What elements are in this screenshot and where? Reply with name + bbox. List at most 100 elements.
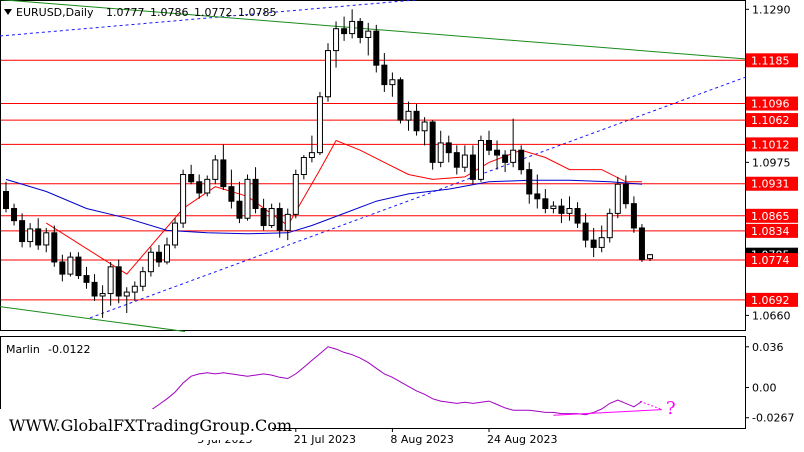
indicator-tick-label: -0.0267 <box>752 412 794 425</box>
date-tick-label: 21 Jul 2023 <box>294 433 356 446</box>
level-label: 1.1062 <box>751 114 790 127</box>
channel-upper-line <box>0 0 421 37</box>
candle-body <box>365 30 372 38</box>
candle-body <box>437 142 444 163</box>
candle-body <box>83 275 90 283</box>
level-label: 1.0931 <box>751 178 790 191</box>
candle-body <box>172 222 179 246</box>
candle-body <box>59 261 66 275</box>
candle-body <box>558 205 565 214</box>
candle-body <box>574 208 581 224</box>
candle-body <box>606 212 613 239</box>
price-tick-label: 1.0660 <box>752 309 791 322</box>
level-label-box <box>746 176 798 191</box>
candle-body <box>325 50 331 98</box>
date-tick-label: 24 Aug 2023 <box>487 433 557 446</box>
moving-average-line-1 <box>46 139 642 275</box>
level-label-box <box>746 96 798 111</box>
candle-body <box>542 198 549 210</box>
candle-body <box>638 227 645 261</box>
candle-body <box>43 232 50 246</box>
candle-body <box>11 208 18 222</box>
candle-body <box>99 293 106 297</box>
level-label: 1.0865 <box>751 210 790 223</box>
level-label: 1.1012 <box>751 138 790 151</box>
level-label-box <box>746 292 798 307</box>
divergence-line <box>553 409 662 416</box>
level-label-box <box>746 253 798 268</box>
candle-body <box>622 183 629 205</box>
candle-body <box>308 152 315 158</box>
candle-body <box>212 159 219 180</box>
candle-body <box>469 154 476 180</box>
date-tick-label: 8 Aug 2023 <box>390 433 453 446</box>
candle-body <box>147 251 154 273</box>
close-value: 1.0785 <box>238 6 277 19</box>
candle-body <box>292 174 299 215</box>
candle-body <box>494 149 501 156</box>
candle-body <box>300 156 307 176</box>
candle-body <box>188 174 195 183</box>
candle-body <box>35 228 42 246</box>
candle-body <box>91 281 98 297</box>
chart-header: EURUSD,Daily 1.0777 1.0786 1.0772 1.0785 <box>4 6 277 19</box>
candle-body <box>349 20 356 35</box>
level-label: 1.0692 <box>751 294 790 307</box>
candle-body <box>421 121 428 132</box>
indicator-tick-label: 0.00 <box>752 382 777 395</box>
candle-body <box>357 20 364 38</box>
candle-body <box>429 121 436 163</box>
candle-body <box>252 178 259 210</box>
level-label: 1.1096 <box>751 98 790 111</box>
candle-body <box>27 228 34 243</box>
candle-body <box>260 208 267 227</box>
indicator-value: -0.0122 <box>48 343 90 356</box>
question-annotation: ? <box>666 398 676 419</box>
watermark-text: WWW.GlobalFXTradingGroup.Com <box>9 416 292 435</box>
open-value: 1.0777 <box>106 6 145 19</box>
green-resistance-line <box>0 0 746 60</box>
candle-body <box>590 239 597 248</box>
candle-body <box>220 159 227 188</box>
candle-body <box>518 149 525 171</box>
candle-body <box>373 30 380 66</box>
price-tick-label: 1.1290 <box>752 3 791 16</box>
candle-body <box>164 244 170 263</box>
candle-body <box>67 256 74 275</box>
dropdown-triangle-icon[interactable] <box>4 9 12 15</box>
candle-body <box>413 110 420 132</box>
candle-body <box>445 142 452 154</box>
candle-body <box>204 178 211 194</box>
moving-average-line-2 <box>5 178 643 235</box>
candle-body <box>566 208 573 214</box>
candle-body <box>228 186 235 202</box>
candle-body <box>397 79 404 121</box>
candle-body <box>131 285 138 293</box>
price-tick-label: 1.0975 <box>752 156 791 169</box>
candle-body <box>180 174 187 224</box>
candle-body <box>534 193 541 200</box>
candle-body <box>510 149 517 163</box>
candle-body <box>405 110 412 121</box>
candle-body <box>614 183 621 214</box>
candle-body <box>341 28 348 35</box>
candle-body <box>196 181 203 194</box>
candle-body <box>51 232 58 263</box>
candle-body <box>389 79 396 86</box>
candle-body <box>486 139 492 151</box>
candle-body <box>284 213 291 231</box>
candle-body <box>526 169 533 195</box>
channel-lower-line <box>89 76 746 319</box>
candle-body <box>647 254 653 260</box>
level-label-box <box>746 53 798 68</box>
candle-body <box>107 266 114 295</box>
price-panel <box>0 0 746 331</box>
level-label: 1.1185 <box>751 54 790 67</box>
candle-body <box>75 256 82 277</box>
level-label-box <box>746 223 798 238</box>
candle-body <box>316 96 323 154</box>
green-support-line <box>0 306 186 332</box>
candle-body <box>19 220 26 243</box>
indicator-name: Marlin <box>6 343 40 356</box>
